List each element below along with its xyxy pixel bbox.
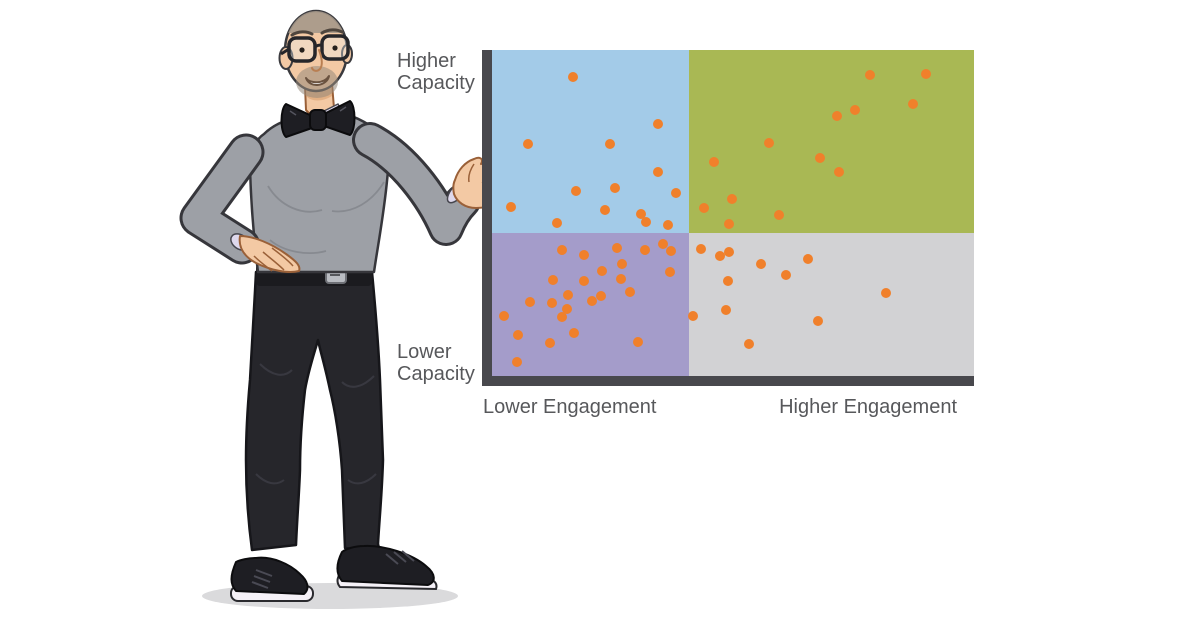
data-point [920, 69, 931, 80]
presenter-illustration [179, 9, 517, 609]
nose [311, 49, 323, 72]
data-point [699, 203, 710, 214]
data-point [563, 290, 574, 301]
data-point [743, 339, 754, 350]
data-point [512, 356, 523, 367]
y-axis-label-top: Higher Capacity [397, 50, 475, 95]
data-point [662, 220, 673, 231]
hand-on-hip [238, 235, 301, 273]
data-point [812, 315, 823, 326]
data-point [624, 286, 635, 297]
data-point [556, 244, 567, 255]
pants-fold-lines [255, 363, 377, 485]
data-point [568, 327, 579, 338]
data-point [696, 243, 707, 254]
data-point [880, 287, 891, 298]
data-point [513, 329, 524, 340]
x-axis-label-right: Higher Engagement [779, 396, 957, 418]
quadrant-upper-right [689, 50, 974, 233]
data-point [609, 182, 620, 193]
data-point [639, 244, 650, 255]
sweater-folds [267, 181, 385, 254]
data-point [552, 218, 563, 229]
data-point [714, 251, 725, 262]
data-point [724, 247, 735, 258]
data-point [781, 269, 792, 280]
data-point [687, 311, 698, 322]
stubble-hair [285, 11, 347, 33]
data-point [709, 157, 720, 168]
data-point [586, 296, 597, 307]
data-point [635, 208, 646, 219]
smile [305, 75, 330, 86]
data-point [567, 72, 578, 83]
data-point [523, 138, 534, 149]
left-eye [299, 47, 305, 53]
data-point [652, 166, 663, 177]
head [278, 9, 353, 98]
data-point [548, 275, 559, 286]
data-point [505, 202, 516, 213]
data-point [579, 276, 590, 287]
data-point [671, 188, 682, 199]
left-sneaker [230, 556, 314, 602]
right-eye [332, 45, 338, 51]
data-point [803, 253, 814, 264]
data-point [546, 297, 557, 308]
bow-tie [280, 100, 356, 138]
right-sneaker [336, 544, 438, 591]
data-point [596, 266, 607, 277]
data-point [570, 186, 581, 197]
data-point [814, 152, 825, 163]
plot-area [492, 50, 974, 376]
data-point [764, 137, 775, 148]
quadrant-upper-left [492, 50, 690, 233]
data-point [723, 276, 734, 287]
y-axis-label-bottom: Lower Capacity [397, 341, 475, 386]
data-point [658, 238, 669, 249]
data-point [556, 311, 567, 322]
data-point [544, 338, 555, 349]
data-point [864, 70, 875, 81]
data-point [525, 296, 536, 307]
data-point [727, 193, 738, 204]
data-point [834, 166, 845, 177]
data-point [616, 273, 627, 284]
data-point [611, 242, 622, 253]
data-point [605, 138, 616, 149]
data-point [617, 258, 628, 269]
data-point [641, 217, 652, 228]
data-point [832, 110, 843, 121]
data-point [499, 311, 510, 322]
eyebrows [290, 28, 344, 37]
x-axis-labels: Lower Engagement Higher Engagement [483, 396, 957, 419]
data-point [907, 99, 918, 110]
data-point [773, 209, 784, 220]
x-axis-label-left: Lower Engagement [483, 396, 657, 418]
x-axis-line [482, 376, 974, 386]
data-point [595, 291, 606, 302]
data-point [664, 267, 675, 277]
data-point [724, 219, 735, 230]
y-axis-line [482, 50, 492, 386]
data-point [720, 305, 731, 316]
data-point [652, 119, 663, 129]
data-point [562, 303, 573, 314]
data-point [599, 205, 610, 216]
quadrant-lower-right [689, 232, 974, 376]
data-point [755, 258, 766, 269]
data-point [665, 246, 676, 257]
data-point [633, 337, 644, 348]
data-point [579, 250, 590, 261]
data-point [849, 104, 860, 115]
